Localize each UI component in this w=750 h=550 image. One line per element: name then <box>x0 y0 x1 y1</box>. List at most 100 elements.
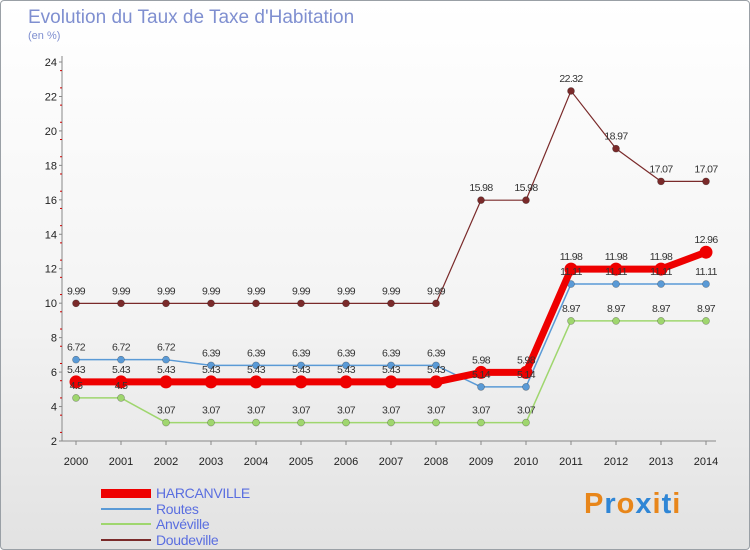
data-label: 5.43 <box>247 364 266 376</box>
chart-unit: (en %) <box>28 30 61 42</box>
legend-label: Routes <box>156 500 199 517</box>
data-point <box>657 317 665 325</box>
x-tick-label: 2003 <box>199 456 223 468</box>
data-labels-layer: 9.99 9.99 9.99 9.99 9.99 9.99 9.99 9.99 9.99 15.9… <box>67 73 719 417</box>
data-label: 11.98 <box>605 251 628 263</box>
data-point <box>519 365 533 379</box>
data-label: 6.72 <box>157 342 176 354</box>
data-point <box>657 280 665 288</box>
data-label: 5.43 <box>382 364 401 376</box>
data-point <box>207 418 215 427</box>
y-tick-label: 24 <box>45 57 57 69</box>
data-point <box>429 375 443 389</box>
data-point <box>384 375 398 389</box>
data-label: 9.99 <box>382 285 401 297</box>
legend-swatch <box>101 523 151 525</box>
data-point <box>69 375 83 389</box>
data-point <box>207 299 215 308</box>
data-label: 12.96 <box>694 234 718 246</box>
y-tick-label: 10 <box>45 298 57 310</box>
legend-swatch <box>101 538 151 541</box>
data-label: 8.97 <box>652 303 671 315</box>
data-point <box>432 299 440 308</box>
x-tick-label: 2013 <box>649 456 673 468</box>
x-tick-label: 2007 <box>379 456 403 468</box>
data-point <box>477 196 485 204</box>
logo-letter: t <box>661 488 673 520</box>
legend-swatch <box>101 488 151 498</box>
data-label: 17.07 <box>694 163 718 175</box>
data-label: 9.99 <box>427 285 446 297</box>
data-label: 3.07 <box>247 405 266 417</box>
proxiti-logo: Proxiti <box>584 488 681 521</box>
data-point <box>522 196 530 204</box>
data-label: 3.07 <box>472 405 491 417</box>
y-tick-label: 6 <box>51 367 57 379</box>
data-label: 8.97 <box>607 303 626 315</box>
data-label: 5.98 <box>517 354 536 366</box>
data-point <box>387 361 395 370</box>
data-label: 8.97 <box>697 303 716 315</box>
data-label: 11.11 <box>695 266 717 278</box>
x-tick-label: 2004 <box>244 456 268 468</box>
data-label: 5.43 <box>292 364 311 376</box>
data-point <box>162 299 170 308</box>
data-point <box>72 355 80 364</box>
y-tick-label: 4 <box>51 402 57 414</box>
data-point <box>249 375 263 389</box>
data-point <box>522 418 530 427</box>
x-tick-label: 2000 <box>64 456 88 468</box>
data-label: 15.98 <box>514 182 538 194</box>
data-point <box>474 365 488 379</box>
data-point <box>609 262 623 276</box>
data-label: 3.07 <box>427 405 446 417</box>
data-label: 3.07 <box>202 405 221 417</box>
data-label: 9.99 <box>202 285 221 297</box>
data-point <box>612 280 620 288</box>
data-label: 5.98 <box>472 354 491 366</box>
data-label: 11.11 <box>560 266 582 278</box>
data-label: 5.43 <box>337 364 356 376</box>
legend-label: Anvéville <box>156 516 210 532</box>
data-point <box>342 299 350 308</box>
data-label: 6.39 <box>427 347 446 359</box>
data-point <box>702 280 710 288</box>
data-label: 4.5 <box>115 380 129 392</box>
data-label: 5.43 <box>427 364 446 376</box>
data-label: 11.11 <box>650 266 672 278</box>
data-label: 9.99 <box>157 285 176 297</box>
data-label: 11.11 <box>605 266 627 278</box>
logo-letter: r <box>604 488 617 520</box>
data-point <box>117 394 125 402</box>
y-tick-label: 20 <box>45 126 57 138</box>
y-tick-label: 16 <box>45 195 57 207</box>
data-label: 9.99 <box>247 285 266 297</box>
data-label: 6.39 <box>202 347 221 359</box>
logo-letter: i <box>672 488 682 520</box>
logo-letter: o <box>616 488 636 520</box>
data-point <box>612 144 620 153</box>
data-label: 11.98 <box>650 251 673 263</box>
data-point <box>342 418 350 427</box>
data-point <box>567 317 575 325</box>
data-point <box>342 361 350 370</box>
data-label: 9.99 <box>337 285 356 297</box>
data-point <box>477 418 485 427</box>
data-label: 6.39 <box>292 347 311 359</box>
x-tick-label: 2008 <box>424 456 448 468</box>
data-label: 6.72 <box>112 342 131 354</box>
data-label: 18.97 <box>604 131 628 143</box>
data-point <box>297 361 305 370</box>
data-point <box>699 245 713 259</box>
data-label: 5.43 <box>157 364 176 376</box>
data-label: 6.72 <box>67 342 86 354</box>
data-label: 15.98 <box>469 182 493 194</box>
data-point <box>702 177 710 186</box>
data-label: 6.39 <box>247 347 266 359</box>
data-label: 3.07 <box>157 405 176 417</box>
y-tick-label: 12 <box>45 264 57 276</box>
data-label: 17.07 <box>649 163 673 175</box>
